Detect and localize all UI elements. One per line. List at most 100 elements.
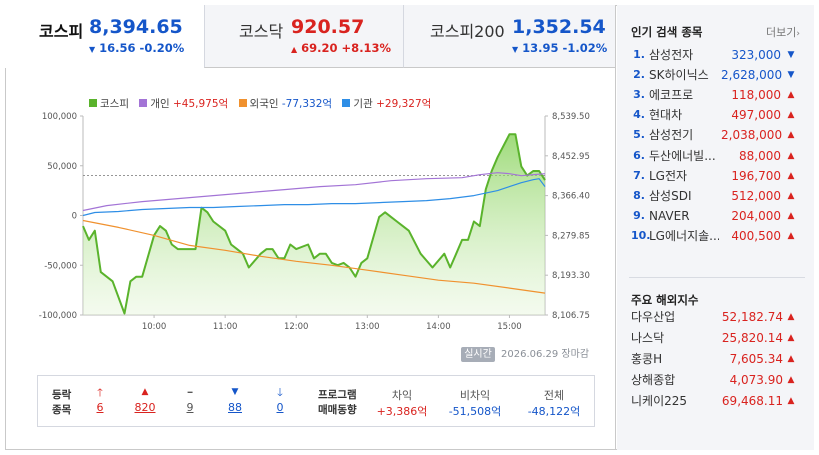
up-triangle-icon: ▲ <box>787 170 795 181</box>
rank: 5. <box>633 128 645 142</box>
index-name: 코스닥 <box>239 22 284 41</box>
popular-item[interactable]: 1. 삼성전자 323,000 ▼ <box>617 46 814 64</box>
overseas-index-item[interactable]: 홍콩H 7,605.34 ▲ <box>617 349 814 369</box>
stat-lower-limit[interactable]: 🡓 0 <box>265 386 295 416</box>
chart-legend: 코스피 개인 +45,975억 외국인 -77,332억 기관 +29,327억 <box>89 96 438 111</box>
down-triangle-icon: ▼ <box>231 387 239 397</box>
program-value: -48,122억 <box>527 405 581 418</box>
more-link-label: 더보기 <box>766 26 797 39</box>
market-close-timestamp: 2026.06.29 장마감 <box>501 349 590 360</box>
up-triangle-icon: ▲ <box>787 312 795 322</box>
stock-price: 400,500 <box>731 228 781 243</box>
popular-item[interactable]: 3. 에코프로 118,000 ▲ <box>617 86 814 104</box>
overseas-index-item[interactable]: 나스닥 25,820.14 ▲ <box>617 328 814 348</box>
program-arbitrage: 차익 +3,386억 <box>376 388 428 420</box>
advance-decline-label: 등락 종목 <box>52 388 71 418</box>
down-triangle-icon: ▼ <box>787 70 795 81</box>
program-value: +3,386억 <box>376 405 428 418</box>
tab-kosdaq[interactable]: 코스닥 920.57 ▲ 69.20 +8.13% <box>204 5 403 68</box>
index-value: 25,820.14 <box>721 331 783 345</box>
stock-name[interactable]: 현대차 <box>649 108 683 123</box>
index-name[interactable]: 홍콩H <box>631 352 663 366</box>
index-change: ▼ 16.56 -0.20% <box>89 41 184 55</box>
popular-item[interactable]: 7. LG전자 196,700 ▲ <box>617 167 814 185</box>
stock-name[interactable]: 삼성전기 <box>649 128 694 143</box>
stock-name[interactable]: 삼성SDI <box>649 188 692 203</box>
right-sidebar: 인기 검색 종목 더보기› 1. 삼성전자 323,000 ▼ 2. SK하이닉스 2,62… <box>617 5 814 450</box>
program-label: 전체 <box>543 389 565 402</box>
index-value: 4,073.90 <box>729 373 783 387</box>
down-triangle-icon: ▼ <box>89 45 96 54</box>
legend-value: +45,975억 <box>173 98 229 110</box>
stock-price: 204,000 <box>731 208 781 223</box>
stock-name[interactable]: LG에너지솔... <box>649 228 719 243</box>
stat-count[interactable]: 0 <box>276 401 284 414</box>
index-change: ▼ 13.95 -1.02% <box>512 41 607 55</box>
up-triangle-icon: ▲ <box>787 210 795 221</box>
program-value: -51,508억 <box>448 405 502 418</box>
legend-item-kospi[interactable]: 코스피 <box>89 96 129 111</box>
legend-label: 외국인 <box>249 98 279 110</box>
popular-item[interactable]: 8. 삼성SDI 512,000 ▲ <box>617 187 814 205</box>
tab-kospi[interactable]: 코스피 8,394.65 ▼ 16.56 -0.20% <box>5 5 204 68</box>
rank: 6. <box>633 148 645 162</box>
up-triangle-icon: ▲ <box>141 387 149 397</box>
index-name[interactable]: 상해종합 <box>631 373 676 387</box>
up-triangle-icon: ▲ <box>787 130 795 141</box>
popular-item[interactable]: 2. SK하이닉스 2,628,000 ▼ <box>617 66 814 84</box>
index-name[interactable]: 니케이225 <box>631 394 688 408</box>
popular-item[interactable]: 4. 현대차 497,000 ▲ <box>617 106 814 124</box>
legend-swatch <box>238 99 247 107</box>
up-triangle-icon: ▲ <box>787 230 795 241</box>
index-name[interactable]: 다우산업 <box>631 310 676 324</box>
market-overview-panel: 코스피 8,394.65 ▼ 16.56 -0.20% 코스닥 920.57 ▲… <box>5 5 616 450</box>
overseas-index-item[interactable]: 다우산업 52,182.74 ▲ <box>617 307 814 327</box>
legend-label: 코스피 <box>100 98 129 110</box>
stock-price: 2,038,000 <box>721 128 783 143</box>
stat-flat[interactable]: ━ 9 <box>175 386 205 416</box>
legend-item-foreign[interactable]: 외국인 -77,332억 <box>238 96 333 111</box>
popular-item[interactable]: 9. NAVER 204,000 ▲ <box>617 207 814 225</box>
rank: 8. <box>633 188 645 202</box>
stock-name[interactable]: 에코프로 <box>649 88 694 103</box>
more-link[interactable]: 더보기› <box>766 24 800 40</box>
legend-swatch <box>139 99 148 107</box>
index-name[interactable]: 나스닥 <box>631 331 665 345</box>
upper-limit-arrow-icon: 🡑 <box>97 386 103 399</box>
stock-name[interactable]: NAVER <box>649 208 690 223</box>
index-value: 1,352.54 <box>512 16 606 38</box>
stat-fall[interactable]: ▼ 88 <box>220 386 250 416</box>
stat-count[interactable]: 6 <box>96 401 104 414</box>
index-value: 920.57 <box>291 16 365 38</box>
stat-count[interactable]: 88 <box>228 401 242 414</box>
legend-swatch <box>89 99 97 107</box>
legend-label: 기관 <box>353 98 373 110</box>
program-trading-label: 프로그램 매매동향 <box>318 388 357 418</box>
lower-limit-arrow-icon: 🡓 <box>277 386 283 399</box>
stock-price: 88,000 <box>739 148 781 163</box>
stock-name[interactable]: LG전자 <box>649 168 688 183</box>
popular-item[interactable]: 5. 삼성전기 2,038,000 ▲ <box>617 126 814 144</box>
stat-count[interactable]: 9 <box>186 401 194 414</box>
rank: 7. <box>633 168 645 182</box>
overseas-index-item[interactable]: 니케이225 69,468.11 ▲ <box>617 391 814 411</box>
stat-upper-limit[interactable]: 🡑 6 <box>85 386 115 416</box>
stat-count[interactable]: 820 <box>134 401 156 414</box>
index-value: 7,605.34 <box>729 352 783 366</box>
stock-name[interactable]: 두산에너빌... <box>649 148 716 163</box>
stock-name[interactable]: SK하이닉스 <box>649 68 709 83</box>
rank: 4. <box>633 108 645 122</box>
realtime-button[interactable]: 실시간 <box>461 347 495 362</box>
legend-item-individual[interactable]: 개인 +45,975억 <box>139 96 228 111</box>
legend-value: -77,332억 <box>281 98 333 110</box>
popular-item[interactable]: 10. LG에너지솔... 400,500 ▲ <box>617 227 814 245</box>
program-label: 차익 <box>391 389 413 402</box>
stat-rise[interactable]: ▲ 820 <box>130 386 160 416</box>
tab-kospi200[interactable]: 코스피200 1,352.54 ▼ 13.95 -1.02% <box>403 5 615 68</box>
legend-item-institution[interactable]: 기관 +29,327억 <box>342 96 431 111</box>
overseas-index-item[interactable]: 상해종합 4,073.90 ▲ <box>617 370 814 390</box>
up-triangle-icon: ▲ <box>787 90 795 101</box>
stock-name[interactable]: 삼성전자 <box>649 48 694 62</box>
popular-item[interactable]: 6. 두산에너빌... 88,000 ▲ <box>617 147 814 165</box>
index-change-text: 16.56 -0.20% <box>99 41 185 55</box>
